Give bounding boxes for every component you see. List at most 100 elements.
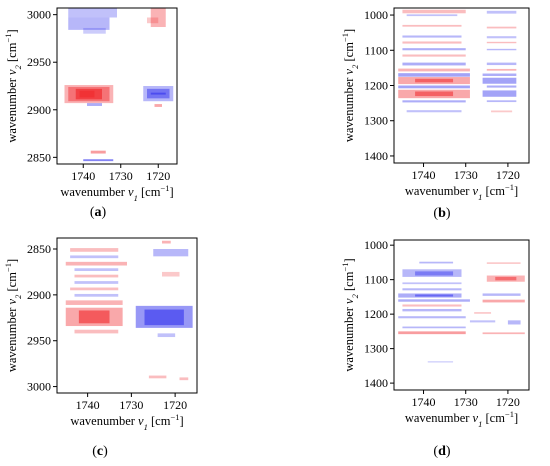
positive-correlation-cell: [74, 274, 119, 278]
y-tick-label: 1300: [364, 342, 388, 356]
negative-correlation-cell: [427, 361, 454, 363]
negative-correlation-cell: [398, 316, 466, 319]
positive-correlation-cell: [415, 78, 454, 83]
negative-correlation-cell: [402, 326, 466, 329]
positive-correlation-cell: [398, 68, 470, 72]
positive-correlation-cell: [70, 248, 119, 252]
positive-correlation-cell: [65, 261, 127, 266]
x-tick-label: 1740: [76, 398, 100, 412]
y-tick-label: 2950: [27, 55, 51, 69]
y-tick-label: 3000: [27, 8, 51, 22]
negative-correlation-cell: [402, 308, 462, 312]
x-tick-label: 1730: [109, 169, 133, 183]
negative-correlation-cell: [486, 10, 517, 14]
y-tick-label: 2850: [27, 242, 51, 256]
positive-correlation-cell: [486, 68, 517, 71]
y-tick-label: 1400: [364, 149, 388, 163]
negative-correlation-cell: [68, 8, 117, 18]
x-tick-label: 1720: [146, 169, 170, 183]
x-axis-label: wavenumber v1 [cm−1]: [70, 412, 183, 432]
negative-correlation-cell: [486, 48, 517, 51]
y-tick-label: 2950: [27, 334, 51, 348]
positive-correlation-cell: [402, 304, 462, 307]
x-tick-label: 1740: [412, 168, 436, 182]
negative-correlation-cell: [144, 309, 184, 326]
negative-correlation-cell: [482, 293, 521, 296]
y-tick-label: 1400: [364, 376, 388, 390]
x-axis-label: wavenumber v1 [cm−1]: [405, 182, 518, 202]
positive-correlation-cell: [74, 329, 119, 334]
x-tick-label: 1740: [412, 395, 436, 409]
panel-a: 1740 1730 1720 2850 2900 2950 3000 wavenumber v…: [3, 7, 178, 220]
positive-correlation-cell: [402, 54, 466, 57]
panel-label-a: (a): [90, 205, 107, 220]
positive-correlation-cell: [474, 312, 492, 314]
negative-correlation-cell: [74, 268, 119, 272]
negative-correlation-cell: [486, 36, 517, 39]
positive-correlation-cell: [78, 310, 110, 324]
negative-correlation-cell: [398, 299, 470, 302]
negative-correlation-cell: [83, 159, 114, 162]
negative-correlation-cell: [415, 271, 454, 276]
negative-correlation-cell: [402, 62, 466, 66]
negative-correlation-cell: [83, 27, 106, 34]
positive-correlation-cell: [162, 271, 180, 277]
y-tick-label: 1300: [364, 114, 388, 128]
y-tick-label: 1200: [364, 79, 388, 93]
positive-correlation-cell: [495, 276, 517, 281]
negative-correlation-cell: [402, 48, 466, 51]
negative-correlation-cell: [398, 85, 470, 89]
positive-correlation-cell: [402, 41, 462, 44]
positive-correlation-cell: [179, 377, 189, 381]
x-tick-label: 1720: [163, 398, 187, 412]
negative-correlation-cell: [402, 282, 462, 285]
y-tick-label: 3000: [27, 380, 51, 394]
x-axis-label: wavenumber v1 [cm−1]: [60, 183, 173, 203]
x-tick-label: 1730: [454, 395, 478, 409]
positive-correlation-cell: [486, 262, 521, 264]
negative-correlation-cell: [68, 17, 110, 30]
panel-label-b: (b): [433, 206, 450, 221]
negative-correlation-cell: [507, 320, 521, 325]
y-tick-label: 1200: [364, 307, 388, 321]
negative-correlation-cell: [482, 73, 517, 76]
positive-correlation-cell: [162, 240, 171, 244]
negative-correlation-cell: [398, 73, 470, 77]
positive-correlation-cell: [65, 300, 123, 305]
positive-correlation-cell: [70, 287, 119, 291]
panel-label-d: (d): [433, 444, 450, 459]
plot-area-c: [65, 240, 193, 381]
negative-correlation-cell: [415, 294, 454, 297]
negative-correlation-cell: [482, 90, 517, 97]
y-tick-label: 1000: [364, 238, 388, 252]
positive-correlation-cell: [491, 110, 513, 113]
y-tick-label: 1100: [364, 43, 388, 57]
x-tick-label: 1720: [496, 395, 520, 409]
panel-c: 1740 1730 1720 2850 2900 2950 3000 wavenumber v…: [3, 237, 198, 459]
negative-correlation-cell: [87, 103, 102, 106]
positive-correlation-cell: [402, 9, 466, 14]
plot-area-a: [64, 8, 174, 162]
positive-correlation-cell: [398, 331, 466, 335]
x-tick-label: 1730: [454, 168, 478, 182]
positive-correlation-cell: [148, 375, 167, 379]
y-axis-label: wavenumber v2 [cm−1]: [340, 29, 360, 142]
negative-correlation-cell: [402, 35, 462, 38]
x-axis-label: wavenumber v1 [cm−1]: [405, 409, 518, 429]
positive-correlation-cell: [482, 299, 525, 303]
negative-correlation-cell: [486, 85, 517, 88]
negative-correlation-cell: [402, 100, 466, 103]
positive-correlation-cell: [154, 104, 162, 107]
positive-correlation-cell: [486, 26, 517, 29]
y-axis-label: wavenumber v2 [cm−1]: [3, 29, 23, 142]
plot-area-d: [398, 261, 525, 363]
negative-correlation-cell: [74, 281, 119, 284]
x-tick-label: 1720: [496, 168, 520, 182]
positive-correlation-cell: [482, 332, 525, 335]
negative-correlation-cell: [406, 110, 462, 113]
negative-correlation-cell: [402, 288, 462, 291]
x-tick-label: 1730: [119, 398, 143, 412]
positive-correlation-cell: [150, 8, 166, 28]
positive-correlation-cell: [415, 91, 454, 97]
